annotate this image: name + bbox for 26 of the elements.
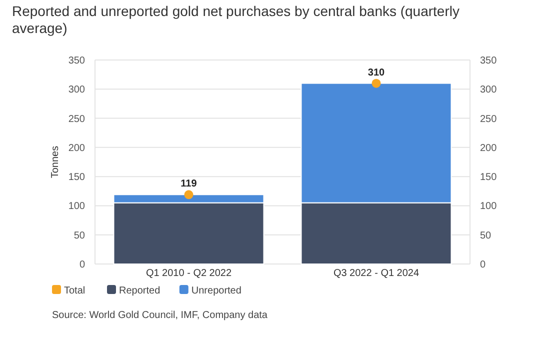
y-tick-label: 200 xyxy=(68,142,86,154)
x-tick-label: Q3 2022 - Q1 2024 xyxy=(333,268,420,279)
y2-tick-label: 300 xyxy=(480,84,498,96)
y-tick-label: 0 xyxy=(79,260,86,270)
y-tick-label: 100 xyxy=(68,201,86,212)
y2-tick-label: 0 xyxy=(480,260,486,270)
source-note: Source: World Gold Council, IMF, Company data xyxy=(52,310,268,321)
y-tick-label: 250 xyxy=(68,114,86,125)
y-tick-label: 350 xyxy=(68,56,86,66)
y2-tick-label: 50 xyxy=(480,230,492,242)
y2-tick-label: 100 xyxy=(480,201,498,212)
y-axis-title: Tonnes xyxy=(50,146,61,178)
data-label: 119 xyxy=(180,178,198,190)
legend-label: Total xyxy=(64,286,86,296)
y2-tick-label: 350 xyxy=(480,56,498,66)
x-tick-label: Q1 2010 - Q2 2022 xyxy=(146,268,232,279)
y-tick-label: 150 xyxy=(68,172,86,184)
chart-title: Reported and unreported gold net purchases by central banks (quarterly average) xyxy=(12,3,460,36)
y2-tick-label: 150 xyxy=(480,172,498,184)
y2-tick-label: 200 xyxy=(480,142,498,154)
y-tick-label: 300 xyxy=(68,84,86,96)
legend-label: Unreported xyxy=(191,286,242,296)
y-tick-label: 50 xyxy=(74,230,86,242)
y2-tick-label: 250 xyxy=(480,114,498,125)
data-label: 310 xyxy=(368,67,386,78)
legend-label: Reported xyxy=(119,286,160,296)
